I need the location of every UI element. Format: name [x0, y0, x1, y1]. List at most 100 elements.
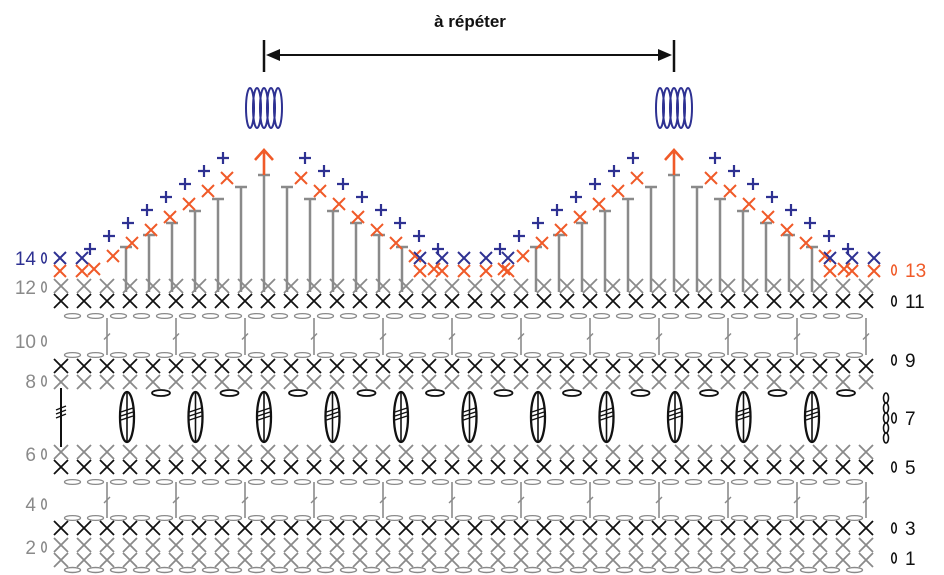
triple-crochet-cluster — [531, 407, 545, 413]
triple-crochet-cluster — [463, 411, 476, 417]
chain-stitch — [836, 389, 856, 397]
chain-stitch — [109, 351, 128, 359]
turning-chain — [40, 281, 48, 293]
double-crochet-stitch — [241, 496, 249, 504]
chain-stitch — [753, 351, 772, 359]
single-crochet-stitch — [201, 184, 215, 198]
chain-stitch — [753, 478, 772, 486]
single-crochet-stitch — [260, 537, 276, 553]
turning-chain — [890, 354, 898, 366]
turning-chain — [890, 552, 898, 564]
single-crochet-stitch — [743, 552, 759, 568]
single-crochet-stitch — [554, 223, 568, 237]
chain-stitch — [316, 566, 335, 574]
chain-stitch — [155, 312, 174, 320]
single-crochet-stitch — [329, 459, 345, 475]
chain-stitch — [592, 514, 611, 522]
single-crochet-stitch — [513, 537, 529, 553]
single-crochet-stitch — [743, 358, 759, 374]
chain-stitch — [408, 514, 427, 522]
single-crochet-stitch — [375, 459, 391, 475]
single-crochet-stitch — [260, 444, 276, 460]
double-crochet-stitch — [379, 333, 387, 340]
single-crochet-stitch — [53, 459, 69, 475]
single-crochet-stitch — [490, 537, 506, 553]
turning-chain — [40, 498, 48, 510]
single-crochet-stitch — [559, 374, 575, 390]
single-crochet-stitch — [651, 520, 667, 536]
single-crochet-stitch — [99, 552, 115, 568]
chain-stitch — [454, 478, 473, 486]
single-crochet-stitch — [394, 217, 406, 229]
single-crochet-stitch — [697, 374, 713, 390]
single-crochet-stitch — [145, 552, 161, 568]
single-crochet-stitch — [398, 374, 414, 390]
single-crochet-stitch — [145, 444, 161, 460]
chain-stitch — [63, 566, 82, 574]
single-crochet-stitch — [75, 251, 89, 265]
single-crochet-stitch — [191, 358, 207, 374]
single-crochet-stitch — [329, 293, 345, 309]
single-crochet-stitch — [435, 251, 449, 265]
chain-stitch — [109, 478, 128, 486]
single-crochet-stitch — [697, 293, 713, 309]
single-crochet-stitch — [570, 191, 582, 203]
single-crochet-stitch — [467, 374, 483, 390]
single-crochet-stitch — [168, 537, 184, 553]
single-crochet-stitch — [413, 264, 427, 278]
single-crochet-stitch — [375, 358, 391, 374]
single-crochet-stitch — [352, 374, 368, 390]
single-crochet-stitch — [611, 184, 625, 198]
single-crochet-stitch — [217, 152, 229, 164]
chain-stitch — [615, 566, 634, 574]
row-label-left: 14 — [15, 249, 37, 270]
chain-stitch — [684, 478, 703, 486]
single-crochet-stitch — [467, 459, 483, 475]
single-crochet-stitch — [867, 264, 881, 278]
row-label-right: 13 — [905, 261, 926, 282]
single-crochet-stitch — [789, 358, 805, 374]
row-8-stitches — [53, 374, 874, 390]
chain-stitch — [546, 566, 565, 574]
chain-stitch — [316, 351, 335, 359]
single-crochet-stitch — [697, 358, 713, 374]
turning-chain — [890, 295, 898, 307]
chain-stitch — [316, 478, 335, 486]
single-crochet-stitch — [559, 444, 575, 460]
single-crochet-stitch — [122, 537, 138, 553]
single-crochet-stitch — [427, 262, 441, 276]
row-5-stitches — [53, 459, 874, 475]
single-crochet-stitch — [651, 358, 667, 374]
double-crochet-stitch — [103, 333, 111, 340]
single-crochet-stitch — [76, 293, 92, 309]
chain-stitch — [224, 351, 243, 359]
single-crochet-stitch — [435, 264, 449, 278]
chain-stitch — [477, 478, 496, 486]
single-crochet-stitch — [398, 358, 414, 374]
single-crochet-stitch — [99, 374, 115, 390]
single-crochet-stitch — [76, 520, 92, 536]
chain-stitch — [776, 478, 795, 486]
single-crochet-stitch — [99, 358, 115, 374]
chain-stitch — [385, 351, 404, 359]
single-crochet-stitch — [766, 358, 782, 374]
single-crochet-stitch — [260, 459, 276, 475]
single-crochet-stitch — [789, 444, 805, 460]
chain-stitch — [155, 514, 174, 522]
single-crochet-stitch — [76, 278, 92, 294]
single-crochet-stitch — [99, 520, 115, 536]
single-crochet-stitch — [283, 537, 299, 553]
chain-stitch — [86, 514, 105, 522]
single-crochet-stitch — [812, 459, 828, 475]
single-crochet-stitch — [306, 520, 322, 536]
single-crochet-stitch — [421, 459, 437, 475]
single-crochet-stitch — [582, 374, 598, 390]
chain-stitch — [882, 412, 890, 424]
single-crochet-stitch — [467, 293, 483, 309]
single-crochet-stitch — [352, 444, 368, 460]
chain-stitch — [385, 514, 404, 522]
single-crochet-stitch — [789, 374, 805, 390]
chain-stitch — [776, 351, 795, 359]
single-crochet-stitch — [283, 293, 299, 309]
turning-chain — [40, 375, 48, 387]
